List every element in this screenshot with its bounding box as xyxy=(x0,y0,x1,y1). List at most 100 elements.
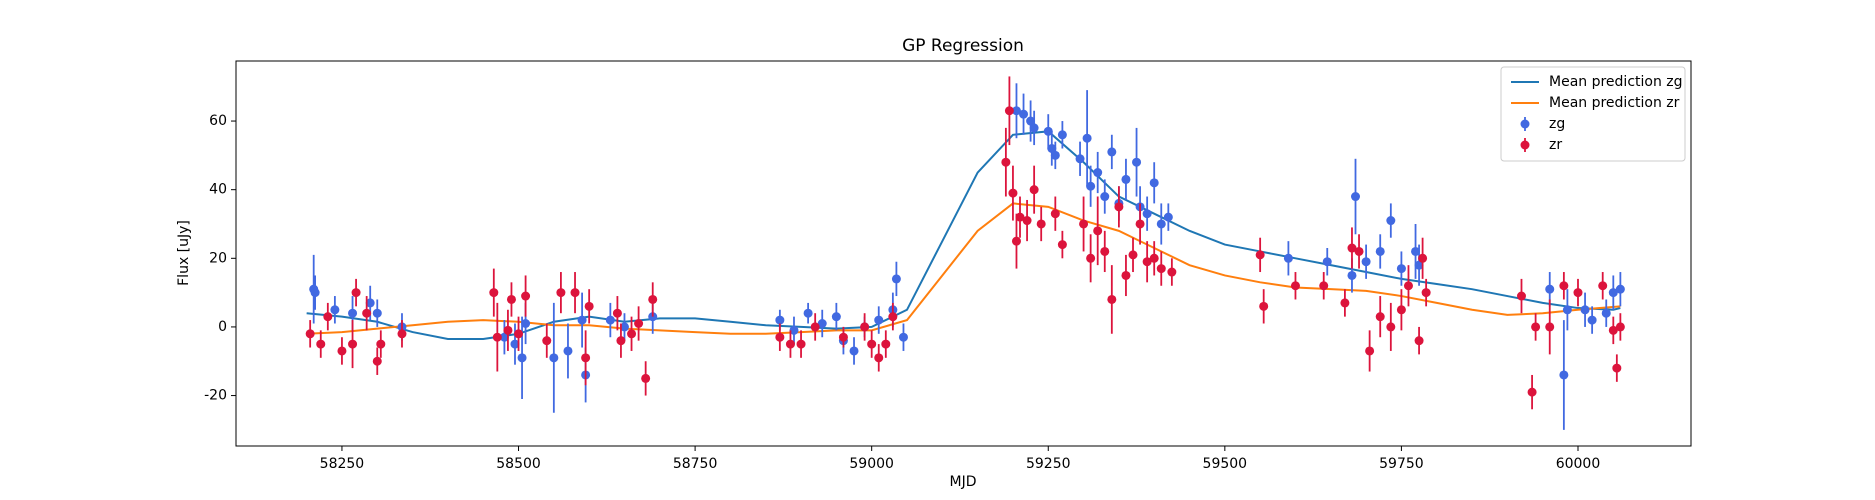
data-point xyxy=(1396,264,1406,274)
y-tick-label: 0 xyxy=(218,319,227,335)
data-point xyxy=(348,339,358,349)
data-point xyxy=(1562,305,1572,315)
data-point xyxy=(570,288,580,298)
x-tick-label: 58500 xyxy=(496,456,541,472)
x-tick-label: 58750 xyxy=(673,456,718,472)
data-point xyxy=(506,294,516,304)
data-point xyxy=(1075,154,1085,164)
data-point xyxy=(362,308,372,318)
data-point xyxy=(1573,288,1583,298)
data-point xyxy=(1598,281,1608,291)
data-point xyxy=(1559,370,1569,380)
data-point xyxy=(874,353,884,363)
data-point xyxy=(898,332,908,342)
chart-title: GP Regression xyxy=(902,36,1024,56)
data-point xyxy=(785,339,795,349)
data-point xyxy=(1050,150,1060,160)
data-point xyxy=(305,329,315,339)
data-point xyxy=(796,339,806,349)
data-point xyxy=(1149,178,1159,188)
x-tick-label: 59500 xyxy=(1203,456,1248,472)
data-point xyxy=(1093,226,1103,236)
data-point xyxy=(1128,250,1138,260)
data-point xyxy=(849,346,859,356)
legend-swatch xyxy=(1520,140,1530,150)
data-point xyxy=(1354,246,1364,256)
data-point xyxy=(1559,281,1569,291)
data-point xyxy=(372,308,382,318)
data-point xyxy=(1580,305,1590,315)
data-point xyxy=(1361,257,1371,267)
data-point xyxy=(789,325,799,335)
x-tick-label: 59750 xyxy=(1379,456,1424,472)
data-point xyxy=(1163,212,1173,222)
data-point xyxy=(330,305,340,315)
data-point xyxy=(1001,157,1011,167)
data-point xyxy=(1100,246,1110,256)
data-point xyxy=(1004,106,1014,116)
data-point xyxy=(1516,291,1526,301)
data-point xyxy=(1411,246,1421,256)
legend-label: zr xyxy=(1549,137,1562,153)
data-point xyxy=(499,332,509,342)
data-point xyxy=(1011,106,1021,116)
data-point xyxy=(1347,243,1357,253)
data-point xyxy=(1531,322,1541,332)
data-point xyxy=(612,308,622,318)
data-point xyxy=(1386,216,1396,226)
data-point xyxy=(616,336,626,346)
data-point xyxy=(1107,294,1117,304)
data-point xyxy=(1545,322,1555,332)
axes-frame xyxy=(235,60,1692,447)
data-point xyxy=(1375,312,1385,322)
data-point xyxy=(1414,336,1424,346)
data-point xyxy=(1036,219,1046,229)
data-point xyxy=(810,322,820,332)
data-point xyxy=(1114,202,1124,212)
data-point xyxy=(1527,387,1537,397)
data-point xyxy=(372,356,382,366)
data-point xyxy=(542,336,552,346)
data-point xyxy=(376,339,386,349)
data-point xyxy=(1608,288,1618,298)
data-point xyxy=(1418,253,1428,263)
data-point xyxy=(874,315,884,325)
data-point xyxy=(817,319,827,328)
mean-line xyxy=(306,130,1621,340)
data-point xyxy=(803,308,813,318)
y-tick-label: 20 xyxy=(209,250,227,266)
data-point xyxy=(881,339,891,349)
data-point xyxy=(1019,109,1029,119)
data-point xyxy=(310,288,320,298)
data-point xyxy=(397,329,407,339)
data-point xyxy=(1259,301,1269,311)
data-point xyxy=(1351,192,1361,202)
legend-label: Mean prediction zr xyxy=(1549,95,1680,111)
data-point xyxy=(867,339,877,349)
data-point xyxy=(1255,250,1265,260)
data-point xyxy=(1132,157,1142,167)
data-point xyxy=(492,332,502,342)
data-point xyxy=(775,315,785,325)
data-point xyxy=(641,373,651,383)
y-tick-label: -20 xyxy=(204,388,227,404)
data-point xyxy=(891,274,901,284)
data-point xyxy=(1100,192,1110,202)
data-point xyxy=(648,294,658,304)
data-point xyxy=(1615,322,1625,332)
x-tick-label: 60000 xyxy=(1556,456,1601,472)
data-point xyxy=(323,312,333,322)
data-point xyxy=(1421,288,1431,298)
data-point xyxy=(888,312,898,322)
data-point xyxy=(1121,270,1131,280)
data-point xyxy=(316,339,326,349)
data-point xyxy=(517,353,527,363)
data-point xyxy=(1008,188,1018,198)
data-point xyxy=(503,325,513,335)
data-point xyxy=(860,322,870,332)
data-point xyxy=(1319,281,1329,291)
data-point xyxy=(1386,322,1396,332)
data-point xyxy=(1142,209,1152,219)
